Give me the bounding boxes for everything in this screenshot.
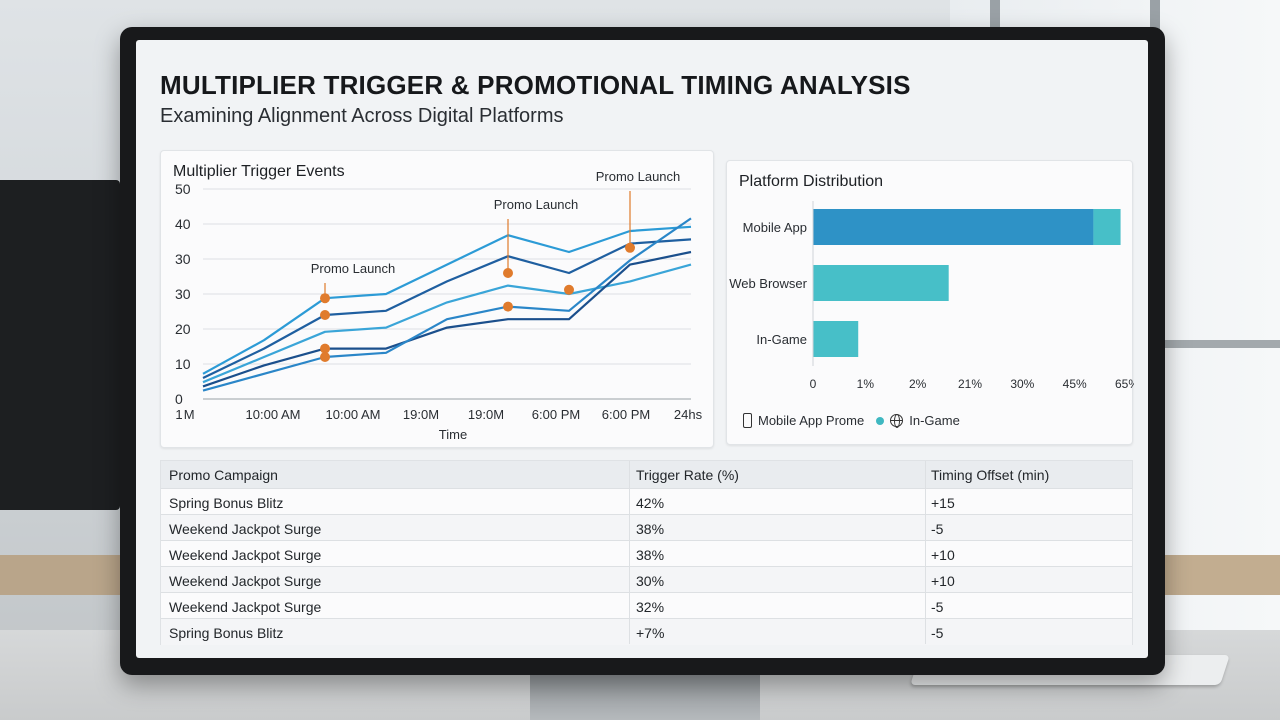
trigger-marker [320, 310, 330, 320]
x-tick-label: 1% [857, 377, 875, 391]
series-line [202, 217, 692, 392]
x-tick-label: 10:00 AM [326, 407, 381, 422]
x-tick-label: 2% [909, 377, 927, 391]
table-header-campaign: Promo Campaign [169, 467, 278, 483]
y-tick-label: 50 [175, 181, 191, 197]
x-tick-label: 24hs [674, 407, 703, 422]
trigger-marker [320, 352, 330, 362]
trigger-marker [320, 293, 330, 304]
annotation-label: Promo Launch [596, 169, 681, 184]
table-cell-timing-offset: -5 [931, 599, 944, 615]
legend-label-ingame: In-Game [909, 413, 960, 428]
series-line [202, 238, 692, 379]
globe-icon [890, 414, 904, 428]
monitor: MULTIPLIER TRIGGER & PROMOTIONAL TIMING … [120, 27, 1165, 675]
y-tick-label: 30 [175, 286, 191, 302]
table-cell-trigger-rate: 30% [636, 573, 665, 589]
y-tick-label: 10 [175, 356, 191, 372]
series-line [202, 225, 692, 375]
platform-bar-segment [1093, 209, 1121, 245]
table-cell-trigger-rate: 38% [636, 521, 665, 537]
series-line [202, 263, 692, 384]
table-cell-trigger-rate: 42% [636, 495, 665, 511]
x-tick-label: 19:0M [468, 407, 504, 422]
table-column-divider [925, 461, 926, 644]
trigger-marker [564, 284, 574, 295]
platform-bar [813, 321, 859, 357]
table-row: Weekend Jackpot Surge 30% +10 [161, 567, 1132, 593]
category-label: Mobile App [743, 220, 807, 235]
category-label: Web Browser [729, 276, 807, 291]
platform-bar [813, 209, 1094, 245]
y-tick-label: 0 [175, 391, 183, 407]
table-cell-trigger-rate: 38% [636, 547, 665, 563]
annotation-label: Promo Launch [494, 197, 579, 212]
table-cell-timing-offset: -5 [931, 625, 944, 641]
table-cell-campaign: Weekend Jackpot Surge [169, 599, 322, 615]
x-tick-label: 19:0M [403, 407, 439, 422]
table-row: Weekend Jackpot Surge 38% +10 [161, 541, 1132, 567]
table-cell-timing-offset: +15 [931, 495, 955, 511]
table-row: Spring Bonus Blitz 42% +15 [161, 489, 1132, 515]
table-header-timing-offset: Timing Offset (min) [931, 467, 1050, 483]
table-cell-campaign: Weekend Jackpot Surge [169, 573, 322, 589]
x-axis-label: Time [439, 427, 467, 442]
phone-icon [743, 413, 752, 428]
x-tick-label: 65% [1115, 377, 1134, 391]
trigger-marker [320, 343, 330, 354]
line-chart-title: Multiplier Trigger Events [173, 163, 345, 180]
dot-icon [876, 416, 885, 425]
table-row: Weekend Jackpot Surge 38% -5 [161, 515, 1132, 541]
page-title: MULTIPLIER TRIGGER & PROMOTIONAL TIMING … [160, 70, 911, 100]
trigger-marker [503, 268, 513, 278]
table-cell-timing-offset: -5 [931, 521, 944, 537]
dashboard-screen: MULTIPLIER TRIGGER & PROMOTIONAL TIMING … [136, 40, 1148, 658]
table-cell-timing-offset: +10 [931, 547, 955, 563]
table-cell-campaign: Spring Bonus Blitz [169, 625, 284, 641]
y-tick-label: 20 [175, 321, 191, 337]
table-cell-trigger-rate: 32% [636, 599, 665, 615]
bar-chart-card: Platform Distribution Mobile App Web Brow… [726, 160, 1134, 445]
x-tick-label: 0 [810, 377, 817, 391]
campaign-table: Promo Campaign Trigger Rate (%) Timing O… [160, 460, 1133, 645]
trigger-marker [503, 301, 513, 312]
bar-chart-legend: Mobile App Prome In-Game [743, 413, 960, 428]
table-header-trigger-rate: Trigger Rate (%) [636, 467, 739, 483]
x-tick-label: 45% [1063, 377, 1087, 391]
monitor-stand [530, 668, 760, 720]
x-tick-label: 6:00 PM [602, 407, 650, 422]
x-tick-label: 6:00 PM [532, 407, 580, 422]
table-row: Spring Bonus Blitz +7% -5 [161, 619, 1132, 645]
line-chart: 0 10 20 30 30 40 50 1 M 10:00 AM 10:00 AM 19:0M 19:… [175, 169, 703, 442]
bar-chart: Mobile App Web Browser In-Game 0 1% 2% 21% 30% 4… [729, 201, 1134, 391]
table-row: Weekend Jackpot Surge 32% -5 [161, 593, 1132, 619]
table-cell-timing-offset: +10 [931, 573, 955, 589]
legend-label-mobile: Mobile App Prome [758, 413, 865, 428]
table-cell-campaign: Weekend Jackpot Surge [169, 547, 322, 563]
trigger-marker [625, 242, 635, 253]
page-subtitle: Examining Alignment Across Digital Platf… [160, 105, 564, 127]
y-tick-label: 40 [175, 216, 191, 232]
table-cell-trigger-rate: +7% [636, 625, 665, 641]
x-tick-label: 21% [958, 377, 982, 391]
x-tick-label: 10:00 AM [246, 407, 301, 422]
background-desk [0, 555, 140, 595]
x-tick-label: 30% [1010, 377, 1034, 391]
table-cell-campaign: Spring Bonus Blitz [169, 495, 284, 511]
table-cell-campaign: Weekend Jackpot Surge [169, 521, 322, 537]
series-line [202, 250, 692, 388]
line-chart-card: Multiplier Trigger Events 0 10 20 30 30 40 50 1… [160, 150, 714, 448]
category-label: In-Game [756, 332, 807, 347]
annotation-label: Promo Launch [311, 261, 396, 276]
table-header-row: Promo Campaign Trigger Rate (%) Timing O… [161, 461, 1132, 489]
x-tick-label: 1 M [175, 407, 194, 422]
y-tick-label: 30 [175, 251, 191, 267]
table-column-divider [629, 461, 630, 644]
bar-chart-title: Platform Distribution [739, 173, 884, 190]
platform-bar [813, 265, 949, 301]
background-monitor [0, 180, 120, 510]
